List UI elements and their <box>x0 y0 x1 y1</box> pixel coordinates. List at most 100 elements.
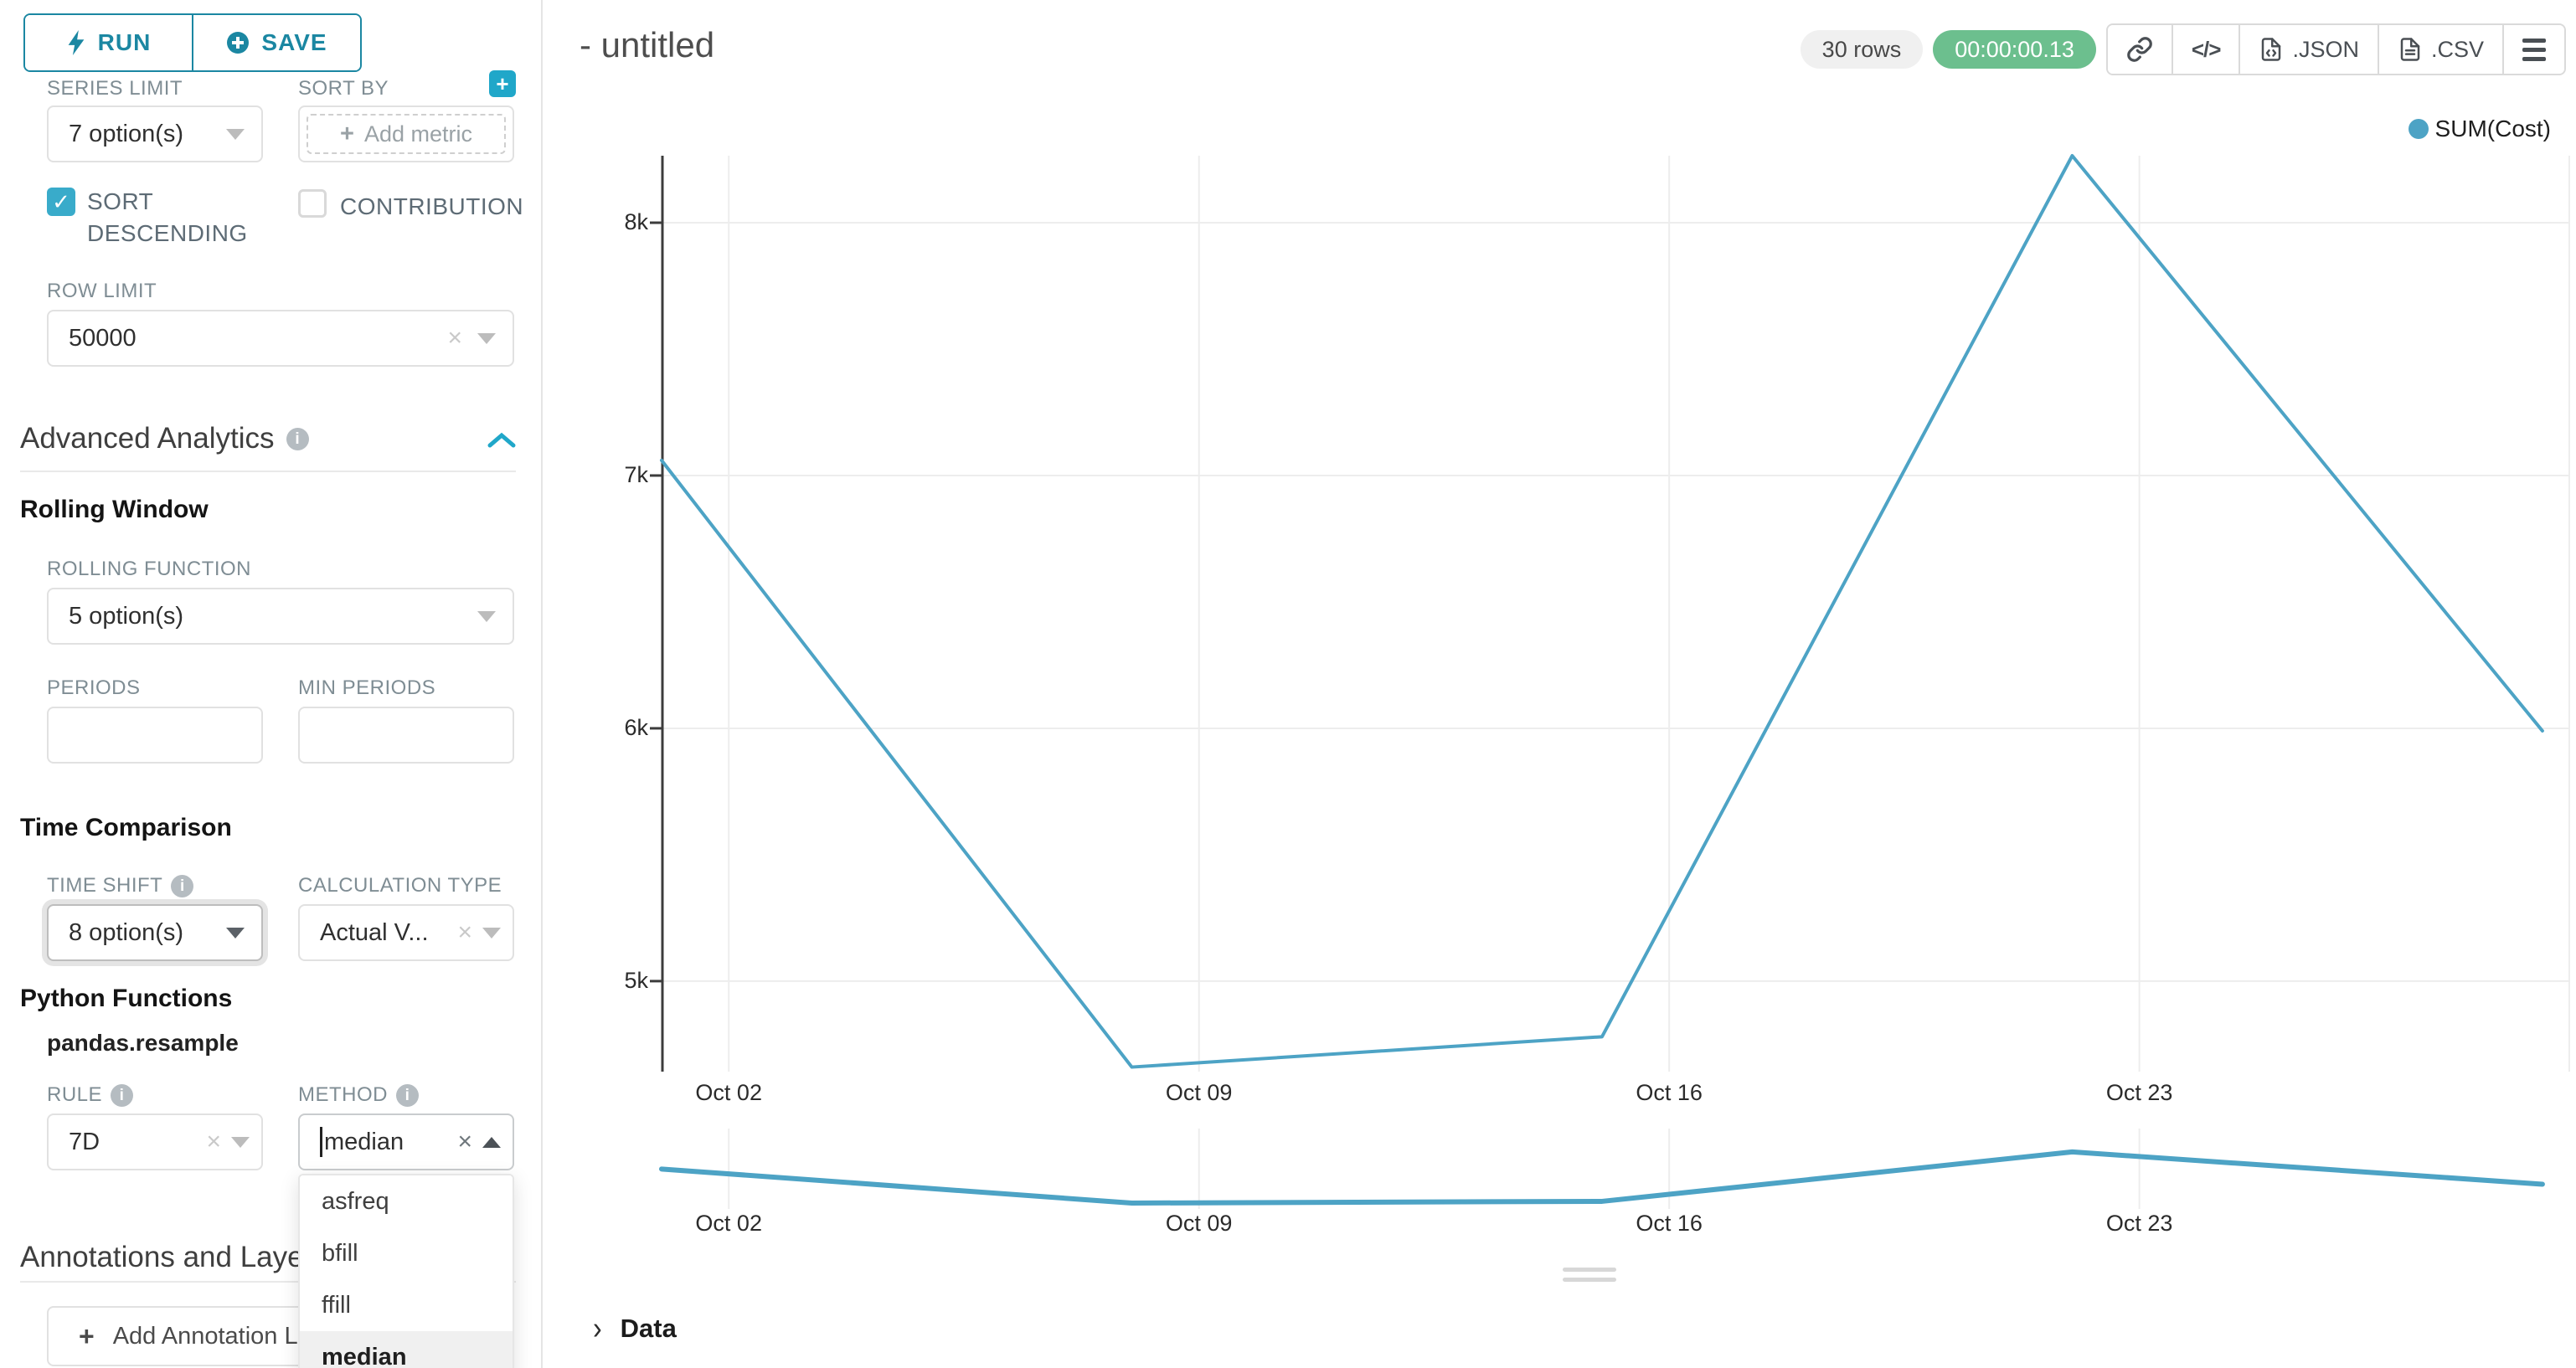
section-divider <box>20 471 516 472</box>
calculation-type-select[interactable]: Actual V... × <box>298 904 514 961</box>
dropdown-option-asfreq[interactable]: asfreq <box>300 1175 513 1227</box>
axis-tick-label: Oct 16 <box>1636 1080 1703 1105</box>
row-limit-select[interactable]: 50000 × <box>47 310 514 367</box>
link-icon <box>2127 37 2152 62</box>
export-csv-label: .CSV <box>2430 36 2484 62</box>
export-json-label: .JSON <box>2292 36 2359 62</box>
chevron-down-icon <box>226 927 245 939</box>
time-shift-value: 8 option(s) <box>69 918 184 946</box>
rolling-function-label: ROLLING FUNCTION <box>47 558 252 580</box>
data-panel-label: Data <box>620 1313 677 1343</box>
min-periods-input[interactable] <box>298 707 514 764</box>
chart-legend[interactable]: SUM(Cost) <box>2408 116 2551 142</box>
rolling-function-select[interactable]: 5 option(s) <box>47 588 514 645</box>
sort-descending-checkbox[interactable]: ✓ <box>47 188 75 216</box>
row-limit-label: ROW LIMIT <box>47 280 157 302</box>
chevron-right-icon: › <box>593 1309 602 1346</box>
pandas-resample-subtitle: pandas.resample <box>47 1030 239 1056</box>
data-panel-toggle[interactable]: › Data <box>593 1309 677 1345</box>
run-button[interactable]: RUN <box>25 15 192 70</box>
time-comparison-title: Time Comparison <box>20 814 232 841</box>
add-metric-placeholder: Add metric <box>363 121 472 147</box>
plus-icon: + <box>340 120 354 147</box>
calculation-type-value: Actual V... <box>320 918 429 946</box>
rolling-function-value: 5 option(s) <box>69 602 184 630</box>
periods-label: PERIODS <box>47 676 141 699</box>
info-icon: i <box>171 874 194 897</box>
csv-file-icon <box>2400 38 2420 61</box>
row-count-badge: 30 rows <box>1800 30 1924 69</box>
query-actions: 30 rows 00:00:00.13 </> <box>1800 23 2566 75</box>
collapse-chevron-up-icon[interactable] <box>487 432 516 449</box>
advanced-analytics-title: Advanced Analytics <box>20 422 275 455</box>
view-query-button[interactable]: </> <box>2171 25 2239 74</box>
clear-icon[interactable]: × <box>457 918 472 946</box>
chevron-down-icon <box>482 927 501 939</box>
calculation-type-label: CALCULATION TYPE <box>298 874 502 897</box>
annotations-layers-header[interactable]: Annotations and Layers <box>20 1241 523 1274</box>
chart-preview-brush[interactable] <box>659 1122 2569 1222</box>
sort-by-label: SORT BY <box>298 77 389 100</box>
export-csv-button[interactable]: .CSV <box>2377 25 2502 74</box>
dropdown-option-median[interactable]: median <box>300 1331 513 1368</box>
row-limit-value: 50000 <box>69 324 137 352</box>
plus-circle-icon <box>227 32 250 54</box>
dropdown-option-bfill[interactable]: bfill <box>300 1227 513 1279</box>
advanced-analytics-header[interactable]: Advanced Analytics i <box>20 422 309 455</box>
method-dropdown-menu: asfreq bfill ffill median <box>298 1174 514 1368</box>
contribution-label: CONTRIBUTION <box>340 193 524 219</box>
copy-link-button[interactable] <box>2107 25 2172 74</box>
chevron-down-icon <box>477 332 496 344</box>
more-menu-button[interactable] <box>2502 25 2564 74</box>
section-divider <box>20 1281 516 1283</box>
chart-title[interactable]: - untitled <box>580 25 715 64</box>
rule-label: RULE i <box>47 1083 134 1107</box>
series-limit-label: SERIES LIMIT <box>47 77 183 100</box>
info-icon: i <box>396 1083 419 1107</box>
panel-resize-handle[interactable] <box>1563 1268 1616 1282</box>
save-button[interactable]: SAVE <box>192 15 360 70</box>
chevron-down-icon <box>226 128 245 140</box>
sort-by-control[interactable]: + Add metric <box>298 105 514 162</box>
axis-tick-label: Oct 09 <box>1165 1080 1233 1105</box>
method-label: METHOD i <box>298 1083 419 1107</box>
add-sort-metric-plus-button[interactable]: + <box>489 70 516 97</box>
add-metric-dropzone[interactable]: + Add metric <box>307 114 506 154</box>
min-periods-label: MIN PERIODS <box>298 676 436 699</box>
series-limit-select[interactable]: 7 option(s) <box>47 105 263 162</box>
run-save-button-group: RUN SAVE <box>23 13 362 72</box>
legend-series-dot <box>2408 119 2429 139</box>
annotations-layers-title: Annotations and Layers <box>20 1241 328 1273</box>
json-file-icon <box>2262 38 2281 61</box>
python-functions-title: Python Functions <box>20 985 233 1012</box>
time-shift-select[interactable]: 8 option(s) <box>47 904 263 961</box>
axis-tick-label: 7k <box>624 461 648 487</box>
method-value: median <box>324 1128 404 1155</box>
query-timer-badge: 00:00:00.13 <box>1933 30 2096 69</box>
periods-input[interactable] <box>47 707 263 764</box>
chevron-up-icon <box>482 1136 501 1148</box>
time-shift-label: TIME SHIFT i <box>47 874 194 897</box>
info-icon: i <box>111 1083 134 1107</box>
code-icon: </> <box>2191 36 2222 62</box>
hamburger-menu-icon <box>2522 38 2546 61</box>
contribution-checkbox[interactable] <box>298 189 327 218</box>
export-json-button[interactable]: .JSON <box>2239 25 2378 74</box>
legend-series-label: SUM(Cost) <box>2434 116 2551 141</box>
axis-tick-label: Oct 02 <box>695 1080 762 1105</box>
line-chart[interactable] <box>650 154 2570 1072</box>
axis-tick-label: 8k <box>624 209 648 235</box>
clear-icon[interactable]: × <box>206 1128 221 1155</box>
rule-select[interactable]: 7D × <box>47 1113 263 1170</box>
sort-descending-label: SORT DESCENDING <box>87 188 248 246</box>
method-combobox[interactable]: median × <box>298 1113 514 1170</box>
run-button-label: RUN <box>97 29 152 55</box>
plus-icon: + <box>79 1320 95 1351</box>
export-button-group: </> .JSON .CSV <box>2105 23 2566 75</box>
clear-icon[interactable]: × <box>457 1128 472 1155</box>
chevron-down-icon <box>477 610 496 622</box>
axis-tick-label: Oct 23 <box>2105 1080 2173 1105</box>
axis-tick-label: 6k <box>624 714 648 740</box>
dropdown-option-ffill[interactable]: ffill <box>300 1279 513 1331</box>
clear-icon[interactable]: × <box>447 324 462 352</box>
